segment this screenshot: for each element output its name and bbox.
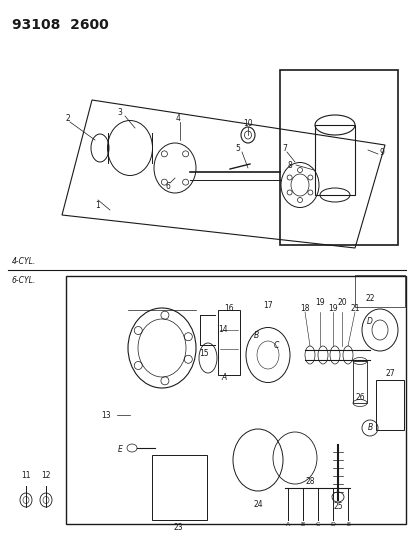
Text: 25: 25 [332, 503, 342, 512]
Text: 19: 19 [328, 303, 337, 312]
Text: 7: 7 [282, 143, 287, 152]
Text: B: B [253, 330, 258, 340]
Text: 12: 12 [41, 471, 51, 480]
Bar [279, 70, 397, 245]
Text: 8: 8 [287, 160, 292, 169]
Text: C: C [273, 341, 278, 350]
Text: 6: 6 [165, 182, 170, 190]
Text: 28: 28 [304, 478, 314, 487]
Text: B: B [300, 522, 304, 528]
Text: D: D [366, 318, 372, 327]
Text: E: E [345, 522, 349, 528]
Text: 19: 19 [314, 297, 324, 306]
Bar [152, 455, 206, 520]
Text: 14: 14 [218, 326, 227, 335]
Text: 93108  2600: 93108 2600 [12, 18, 109, 32]
Text: 26: 26 [354, 393, 364, 402]
Text: 6-CYL.: 6-CYL. [12, 276, 36, 285]
Bar [66, 276, 405, 524]
Text: 22: 22 [364, 294, 374, 303]
Text: 11: 11 [21, 471, 31, 480]
Bar [352, 361, 366, 403]
Bar [354, 275, 404, 307]
Text: 21: 21 [349, 303, 359, 312]
Text: 5: 5 [235, 143, 240, 152]
Text: 3: 3 [117, 108, 122, 117]
Text: 16: 16 [224, 303, 233, 312]
Text: 9: 9 [379, 148, 384, 157]
Text: 4: 4 [175, 114, 180, 123]
Text: C: C [315, 522, 319, 528]
Text: B: B [366, 424, 372, 432]
Text: 1: 1 [95, 200, 100, 209]
Bar [218, 310, 240, 375]
Text: 24: 24 [253, 500, 262, 510]
Text: 23: 23 [173, 522, 183, 531]
Bar [375, 380, 403, 430]
Text: 10: 10 [242, 118, 252, 127]
Text: 4-CYL.: 4-CYL. [12, 257, 36, 266]
Text: 18: 18 [299, 303, 309, 312]
Text: A: A [285, 522, 290, 528]
Text: 20: 20 [336, 297, 346, 306]
Text: E: E [117, 446, 122, 455]
Text: 27: 27 [384, 369, 394, 378]
Text: D: D [330, 522, 335, 528]
Text: 2: 2 [66, 114, 70, 123]
Text: 13: 13 [101, 410, 111, 419]
Text: 17: 17 [263, 301, 272, 310]
Bar [314, 125, 354, 195]
Text: A: A [221, 374, 226, 383]
Text: 15: 15 [199, 349, 208, 358]
